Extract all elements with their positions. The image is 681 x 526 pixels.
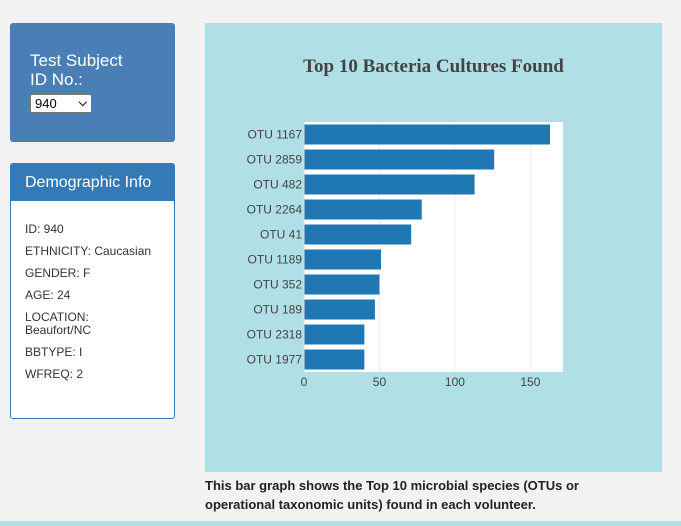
y-tick-label: OTU 41 [260,228,302,242]
y-tick-label: OTU 1977 [247,353,303,367]
bar [304,274,380,295]
bar [304,349,365,370]
bar-chart-panel: Top 10 Bacteria Cultures Found 0 50 100 150… [205,23,662,472]
demo-gender: GENDER: F [25,266,91,280]
bar [304,324,365,345]
y-tick-label: OTU 2264 [247,203,303,217]
bar [304,249,381,270]
y-tick-label: OTU 1189 [248,253,303,267]
bottom-strip [0,521,681,526]
subject-title-line1: Test Subject [30,51,123,70]
x-tick-label: 50 [373,375,387,389]
x-tick-label: 0 [301,375,308,389]
y-tick-label: OTU 1167 [248,128,303,142]
y-tick-label: OTU 352 [253,278,302,292]
bar-chart: 0 50 100 150 OTU 1167 OTU 2859 OTU 482 OTU 2264… [247,122,563,389]
bar [304,224,412,245]
subject-title-line2: ID No.: [30,70,83,89]
y-tick-label: OTU 189 [253,303,302,317]
demo-age: AGE: 24 [25,288,71,302]
demo-wfreq: WFREQ: 2 [25,367,84,381]
demo-ethnicity: ETHNICITY: Caucasian [25,244,152,258]
test-subject-panel: Test Subject ID No.: 940 ⌵ [10,23,175,142]
x-tick-label: 150 [520,375,540,389]
bar [304,149,495,170]
chart-title: Top 10 Bacteria Cultures Found [303,56,564,77]
demo-id: ID: 940 [25,222,64,236]
subject-id-select[interactable]: 940 ⌵ [30,94,92,113]
demographic-heading: Demographic Info [11,164,174,201]
demographic-body: ID: 940 ETHNICITY: Caucasian GENDER: F A… [11,201,174,381]
chart-caption: This bar graph shows the Top 10 microbia… [205,478,579,512]
demo-bbtype: BBTYPE: I [25,345,83,359]
demographic-info-panel: Demographic Info ID: 940 ETHNICITY: Cauc… [10,163,175,419]
y-tick-label: OTU 2318 [247,328,303,342]
bar [304,124,551,145]
chevron-down-icon: ⌵ [78,97,87,109]
y-tick-label: OTU 482 [253,178,302,192]
bar [304,299,375,320]
subject-id-value: 940 [35,96,57,111]
demo-location: LOCATION: Beaufort/NC [25,310,92,337]
y-tick-label: OTU 2859 [247,153,303,167]
bar [304,199,422,220]
x-tick-label: 100 [445,375,465,389]
bar [304,174,475,195]
